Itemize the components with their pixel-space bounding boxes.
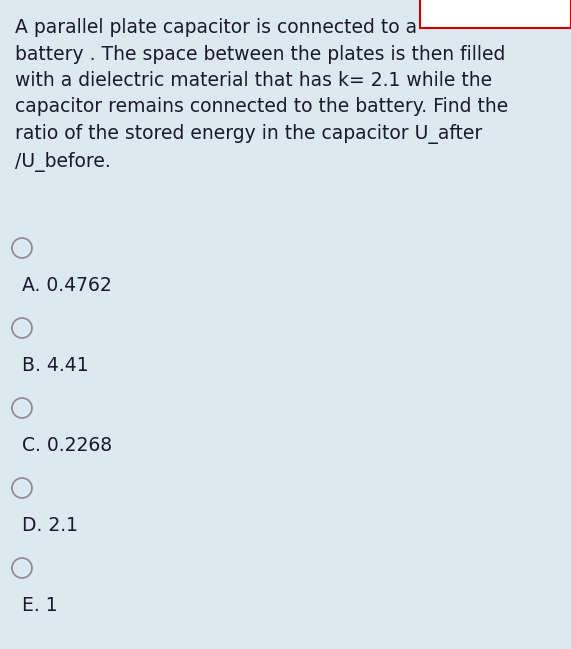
Text: B. 4.41: B. 4.41 xyxy=(22,356,89,375)
Text: A. 0.4762: A. 0.4762 xyxy=(22,276,112,295)
Text: E. 1: E. 1 xyxy=(22,596,58,615)
Text: C. 0.2268: C. 0.2268 xyxy=(22,436,112,455)
Text: D. 2.1: D. 2.1 xyxy=(22,516,78,535)
Text: A parallel plate capacitor is connected to a
battery . The space between the pla: A parallel plate capacitor is connected … xyxy=(15,18,508,171)
FancyBboxPatch shape xyxy=(420,0,571,28)
